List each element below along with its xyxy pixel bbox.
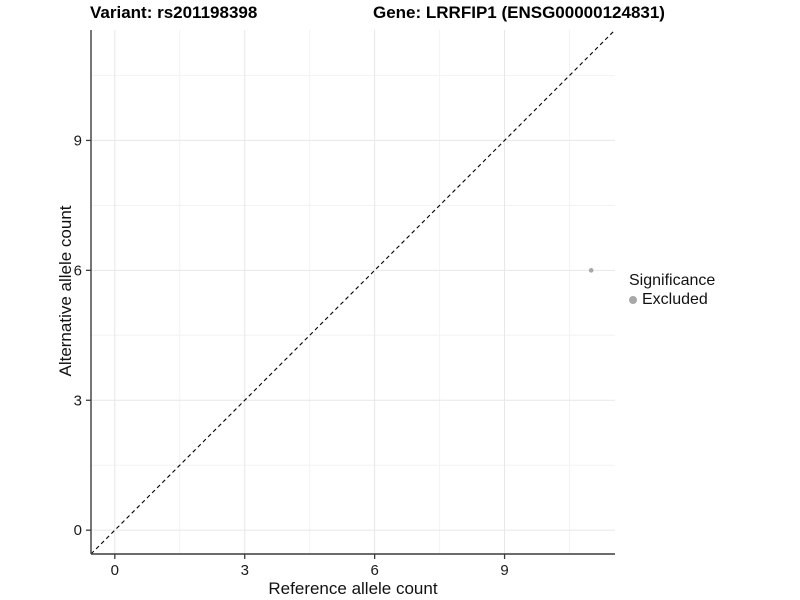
y-tick-label: 9 [74,132,82,149]
y-axis-title: Alternative allele count [56,205,75,377]
gene-title: Gene: LRRFIP1 (ENSG00000124831) [373,3,665,22]
data-point [588,268,594,273]
identity-line [90,29,616,555]
y-tick-label: 3 [74,392,82,409]
legend: Significance Excluded [629,271,715,309]
x-tick-label: 3 [241,562,249,579]
variant-title: Variant: rs201198398 [90,3,258,22]
y-tick-label: 0 [74,522,82,539]
x-axis-title: Reference allele count [268,579,438,598]
y-tick-label: 6 [74,262,82,279]
legend-entry: Excluded [629,290,715,309]
x-tick-label: 0 [111,562,119,579]
x-tick-label: 6 [370,562,378,579]
legend-title: Significance [629,272,716,289]
legend-point-icon [629,295,637,304]
legend-entry-label: Excluded [642,291,708,308]
x-tick-label: 9 [500,562,508,579]
